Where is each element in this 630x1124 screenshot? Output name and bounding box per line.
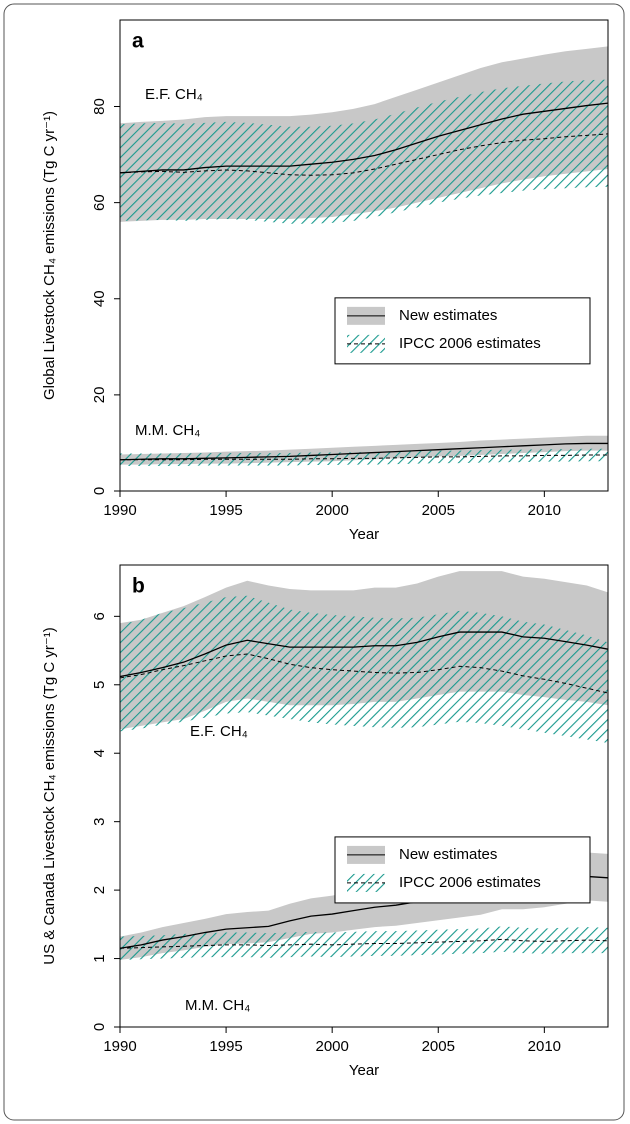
y-axis-label: US & Canada Livestock CH₄ emissions (Tg …	[41, 627, 58, 964]
x-tick-label: 2010	[528, 1038, 561, 1055]
mean-line	[119, 442, 608, 461]
y-tick-label: 3	[91, 817, 108, 825]
legend-swatch	[347, 334, 385, 353]
y-tick-label: 5	[91, 681, 108, 689]
mean-line	[119, 653, 609, 694]
y-tick-label: 4	[91, 749, 108, 757]
uncertainty-band	[120, 79, 608, 224]
y-tick-label: 6	[91, 612, 108, 620]
x-tick-label: 1990	[103, 502, 136, 519]
mean-line	[119, 938, 609, 949]
mean-line	[119, 631, 609, 678]
y-tick-label: 0	[91, 487, 108, 495]
group-label: M.M. CH₄	[185, 997, 250, 1014]
y-tick-label: 80	[91, 98, 108, 115]
plot-frame	[119, 564, 609, 1028]
y-tick-label: 40	[91, 290, 108, 307]
legend-label: IPCC 2006 estimates	[399, 874, 541, 891]
mean-line	[120, 454, 608, 461]
x-tick-label: 1995	[209, 502, 242, 519]
y-tick-label: 1	[91, 954, 108, 962]
panel-label: b	[132, 575, 145, 598]
group-label: E.F. CH₄	[190, 723, 248, 740]
x-axis-label: Year	[349, 526, 379, 543]
figure-border	[3, 3, 625, 1121]
legend-label: New estimates	[399, 846, 497, 863]
x-tick-label: 2000	[315, 1038, 348, 1055]
x-tick-label: 2005	[422, 502, 455, 519]
uncertainty-band	[120, 448, 608, 467]
uncertainty-band	[120, 926, 608, 960]
x-tick-label: 2000	[315, 502, 348, 519]
y-tick-label: 60	[91, 194, 108, 211]
mean-line	[119, 102, 609, 174]
legend-swatch	[347, 873, 385, 892]
legend-label: New estimates	[399, 307, 497, 324]
x-tick-label: 2005	[422, 1038, 455, 1055]
legend-label: IPCC 2006 estimates	[399, 335, 541, 352]
panel-label: a	[132, 30, 144, 53]
group-label: M.M. CH₄	[135, 422, 200, 439]
y-tick-label: 0	[91, 1023, 108, 1031]
x-tick-label: 2010	[528, 502, 561, 519]
y-tick-label: 20	[91, 387, 108, 404]
y-tick-label: 2	[91, 886, 108, 894]
group-label: E.F. CH₄	[145, 86, 203, 103]
x-tick-label: 1990	[103, 1038, 136, 1055]
plot-frame	[119, 19, 609, 492]
x-axis-label: Year	[349, 1062, 379, 1079]
y-axis-label: Global Livestock CH₄ emissions (Tg C yr⁻…	[41, 111, 58, 400]
x-tick-label: 1995	[209, 1038, 242, 1055]
